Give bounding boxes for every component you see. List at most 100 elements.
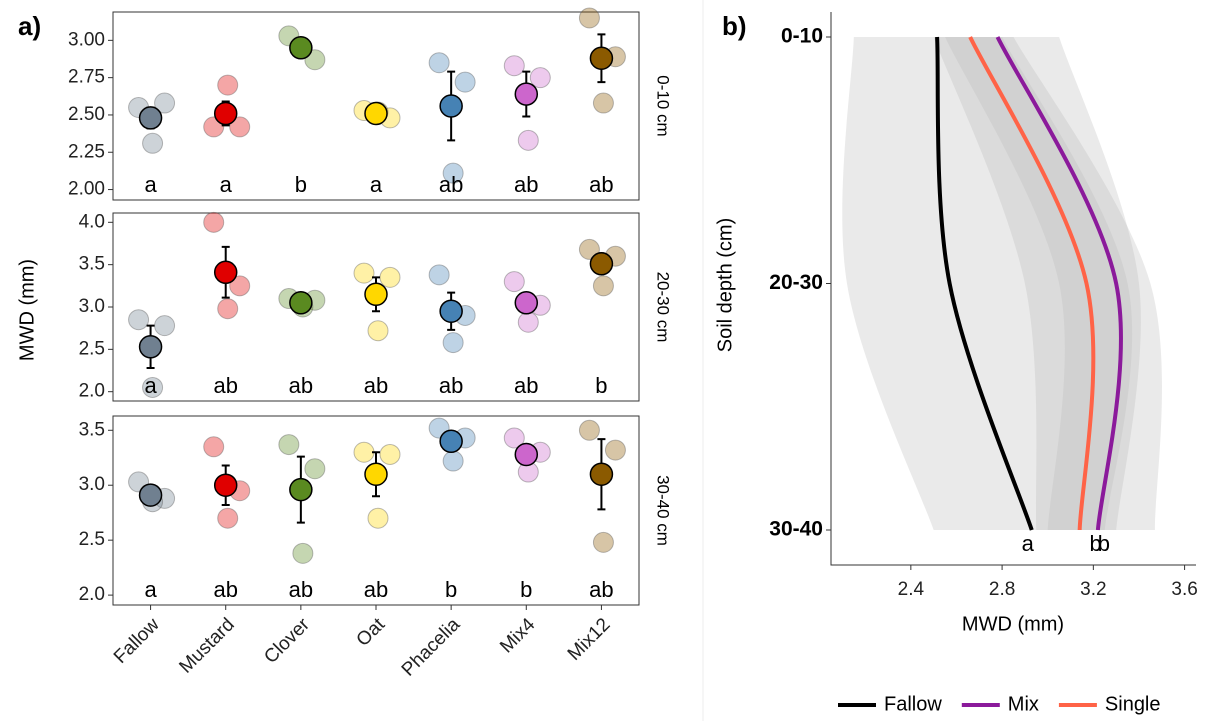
x-tick-label: Mix4 — [496, 614, 540, 658]
group-letter: ab — [514, 172, 538, 197]
group-letter: ab — [289, 373, 313, 398]
mean-point — [439, 429, 463, 454]
line — [995, 36, 1123, 531]
group-letter: a — [220, 172, 233, 197]
mean-point — [514, 442, 539, 467]
mean-point — [289, 36, 313, 60]
group-letter: ab — [589, 172, 613, 197]
data-point — [517, 129, 539, 151]
group-letter: ab — [289, 577, 313, 602]
mean-point — [514, 82, 539, 106]
mean-point — [213, 101, 238, 126]
x-tick-label: Phacelia — [398, 614, 465, 681]
mean-point — [589, 252, 614, 276]
data-point — [128, 309, 150, 331]
data-point — [379, 443, 401, 465]
group-letter: a — [144, 373, 157, 398]
mean-point — [589, 462, 614, 486]
y-tick-label: 0-10 — [781, 25, 823, 48]
x-tick-label: Mix12 — [564, 614, 615, 665]
x-tick-label: 3.2 — [1080, 579, 1106, 600]
data-point — [503, 55, 525, 77]
data-point — [578, 419, 600, 441]
data-point — [292, 542, 314, 564]
panel-label: b) — [722, 11, 747, 41]
mean-point — [138, 483, 163, 507]
y-tick-label: 2.00 — [68, 179, 105, 200]
group-letter: a — [370, 172, 383, 197]
y-tick-label: 2.50 — [68, 104, 105, 125]
group-letter: ab — [439, 172, 463, 197]
panel-label: a) — [18, 11, 41, 41]
group-letter: ab — [514, 373, 538, 398]
mean-point — [138, 106, 163, 130]
data-point — [217, 507, 239, 529]
data-point — [442, 332, 464, 354]
data-point — [529, 67, 551, 89]
x-tick-label: 2.8 — [989, 579, 1015, 600]
x-tick-label: Clover — [260, 614, 314, 668]
data-point — [154, 315, 176, 337]
group-letter: ab — [364, 373, 388, 398]
group-letter: b — [295, 172, 307, 197]
data-point — [142, 132, 164, 154]
group-letter: a — [144, 577, 157, 602]
y-tick-label: 2.25 — [68, 141, 105, 162]
y-tick-label: 2.5 — [79, 338, 105, 359]
data-point — [517, 311, 539, 333]
x-tick-label: 2.4 — [898, 579, 925, 600]
mean-point — [213, 473, 238, 497]
group-letter: b — [520, 577, 532, 602]
x-axis-title: MWD (mm) — [962, 613, 1064, 635]
data-point — [604, 439, 626, 461]
data-point — [367, 507, 389, 529]
y-tick-label: 2.0 — [79, 381, 105, 402]
line — [968, 36, 1096, 531]
data-point — [203, 211, 225, 233]
mean-point — [364, 282, 388, 307]
data-point — [154, 92, 176, 114]
group-letter: a — [1022, 531, 1035, 556]
data-point — [278, 434, 300, 456]
data-point — [217, 74, 239, 96]
y-tick-label: 20-30 — [769, 271, 823, 294]
y-tick-label: 2.0 — [79, 584, 105, 605]
facet-panel — [112, 11, 640, 201]
group-letter: b — [1098, 531, 1110, 556]
group-letter: ab — [213, 577, 237, 602]
mean-point — [289, 477, 313, 502]
mean-point — [364, 462, 388, 486]
y-tick-label: 30-40 — [769, 518, 823, 541]
x-tick-label: Fallow — [110, 614, 164, 668]
line — [935, 36, 1034, 531]
legend-label: Fallow — [884, 693, 942, 715]
data-point — [304, 458, 326, 480]
confidence-band — [933, 37, 1133, 530]
y-tick-label: 4.0 — [79, 211, 105, 232]
group-letter: b — [445, 577, 457, 602]
data-point — [229, 116, 251, 138]
mean-point — [289, 291, 313, 315]
mean-point — [364, 101, 388, 126]
data-point — [503, 427, 525, 449]
data-point — [578, 7, 600, 29]
group-letter: ab — [589, 577, 613, 602]
mean-point — [439, 299, 463, 323]
mean-point — [439, 94, 463, 118]
x-tick-label: Oat — [353, 614, 390, 651]
data-point — [142, 376, 164, 398]
group-letter: a — [144, 172, 157, 197]
legend-label: Single — [1105, 693, 1161, 715]
data-point — [454, 71, 476, 93]
data-point — [442, 162, 464, 184]
data-point — [592, 92, 614, 114]
data-point — [217, 298, 239, 320]
mean-point — [213, 260, 238, 285]
confidence-band — [842, 37, 1162, 530]
x-tick-label: 3.6 — [1171, 579, 1197, 600]
group-letter: b — [1090, 531, 1102, 556]
data-point — [442, 450, 464, 472]
data-point — [229, 275, 251, 297]
y-tick-label: 2.5 — [79, 529, 105, 550]
